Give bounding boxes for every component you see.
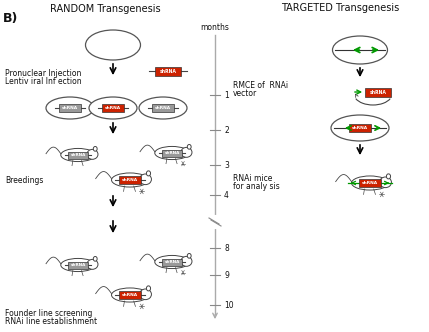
Ellipse shape bbox=[93, 257, 97, 261]
Text: shRNA: shRNA bbox=[70, 153, 86, 157]
Text: shRNA: shRNA bbox=[164, 151, 180, 155]
Text: RNAi line establishment: RNAi line establishment bbox=[5, 317, 97, 326]
FancyBboxPatch shape bbox=[59, 104, 81, 112]
Ellipse shape bbox=[187, 144, 191, 149]
Ellipse shape bbox=[146, 286, 151, 291]
Ellipse shape bbox=[46, 97, 94, 119]
FancyBboxPatch shape bbox=[162, 149, 182, 156]
Text: TARGETED Transgenesis: TARGETED Transgenesis bbox=[281, 3, 399, 13]
Ellipse shape bbox=[93, 146, 97, 151]
Text: B): B) bbox=[3, 12, 18, 25]
Text: shRNA: shRNA bbox=[369, 90, 387, 95]
Ellipse shape bbox=[351, 176, 389, 190]
Text: shRNA: shRNA bbox=[105, 106, 121, 110]
Text: months: months bbox=[201, 23, 230, 32]
FancyBboxPatch shape bbox=[102, 104, 124, 112]
FancyBboxPatch shape bbox=[152, 104, 174, 112]
Ellipse shape bbox=[139, 97, 187, 119]
Text: Breedings: Breedings bbox=[5, 176, 43, 185]
Ellipse shape bbox=[181, 147, 192, 157]
Ellipse shape bbox=[332, 36, 387, 64]
Ellipse shape bbox=[380, 177, 391, 188]
Text: for analy sis: for analy sis bbox=[233, 182, 280, 191]
Text: shRNA: shRNA bbox=[122, 293, 138, 297]
Text: 10: 10 bbox=[224, 300, 234, 309]
Ellipse shape bbox=[155, 146, 189, 160]
Text: shRNA: shRNA bbox=[164, 260, 180, 264]
Text: 8: 8 bbox=[224, 243, 229, 253]
Text: 1: 1 bbox=[224, 91, 229, 100]
Text: shRNA: shRNA bbox=[62, 106, 78, 110]
Ellipse shape bbox=[187, 254, 191, 258]
Text: shRNA: shRNA bbox=[122, 178, 138, 182]
Text: vector: vector bbox=[233, 89, 257, 98]
Ellipse shape bbox=[61, 258, 95, 272]
Ellipse shape bbox=[87, 149, 98, 159]
Ellipse shape bbox=[331, 115, 389, 141]
Ellipse shape bbox=[181, 256, 192, 266]
FancyBboxPatch shape bbox=[119, 291, 141, 299]
Text: shRNA: shRNA bbox=[362, 181, 378, 185]
Ellipse shape bbox=[61, 148, 95, 162]
Ellipse shape bbox=[112, 288, 148, 302]
FancyBboxPatch shape bbox=[68, 262, 88, 269]
Text: 9: 9 bbox=[224, 271, 229, 280]
Text: shRNA: shRNA bbox=[70, 263, 86, 267]
Text: Pronuclear Injection: Pronuclear Injection bbox=[5, 69, 82, 78]
Ellipse shape bbox=[139, 289, 151, 299]
Text: RNAi mice: RNAi mice bbox=[233, 174, 272, 183]
Ellipse shape bbox=[112, 173, 148, 187]
Text: Lentiv iral Inf ection: Lentiv iral Inf ection bbox=[5, 77, 82, 86]
FancyBboxPatch shape bbox=[162, 259, 182, 266]
FancyBboxPatch shape bbox=[68, 151, 88, 158]
Text: shRNA: shRNA bbox=[352, 126, 368, 130]
Ellipse shape bbox=[89, 97, 137, 119]
Ellipse shape bbox=[85, 30, 141, 60]
Ellipse shape bbox=[146, 171, 151, 176]
FancyBboxPatch shape bbox=[359, 179, 381, 187]
Ellipse shape bbox=[87, 259, 98, 269]
Text: shRNA: shRNA bbox=[155, 106, 171, 110]
Text: 2: 2 bbox=[224, 125, 229, 134]
Text: RANDOM Transgenesis: RANDOM Transgenesis bbox=[50, 4, 160, 14]
Ellipse shape bbox=[139, 174, 151, 185]
Ellipse shape bbox=[387, 174, 390, 179]
Text: RMCE of  RNAi: RMCE of RNAi bbox=[233, 81, 288, 90]
FancyBboxPatch shape bbox=[119, 176, 141, 184]
Text: 3: 3 bbox=[224, 160, 229, 170]
Text: Founder line screening: Founder line screening bbox=[5, 309, 92, 318]
FancyBboxPatch shape bbox=[155, 66, 181, 75]
FancyBboxPatch shape bbox=[349, 124, 371, 132]
FancyBboxPatch shape bbox=[365, 88, 391, 97]
Text: shRNA: shRNA bbox=[160, 68, 176, 73]
Text: 4: 4 bbox=[224, 191, 229, 200]
Ellipse shape bbox=[155, 255, 189, 269]
